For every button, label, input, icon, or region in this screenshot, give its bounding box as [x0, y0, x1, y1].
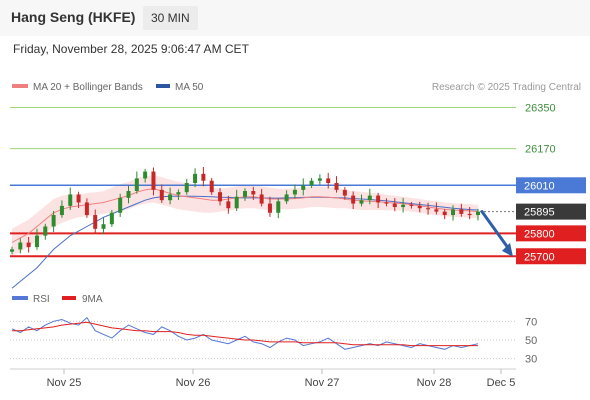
candle-body	[68, 194, 73, 206]
rsi-tick-label: 70	[525, 316, 537, 328]
candle-body	[26, 242, 31, 248]
candle-body	[326, 178, 331, 183]
candle-body	[218, 192, 223, 202]
candle-body	[276, 201, 281, 213]
candle-body	[476, 211, 480, 216]
candle-body	[84, 202, 89, 216]
timeframe-selector[interactable]: 30 MIN	[143, 6, 198, 30]
candle-body	[143, 171, 148, 179]
rsi-tick-label: 30	[525, 354, 537, 366]
level-label-26170: 26170	[525, 144, 556, 156]
candle-body	[459, 209, 464, 214]
candle-body	[451, 209, 456, 216]
ma50-legend-label: MA 50	[175, 82, 204, 93]
ma20-legend-label: MA 20 + Bollinger Bands	[33, 82, 143, 93]
rsi-legend-swatch	[12, 296, 28, 300]
x-tick-label: Nov 27	[305, 377, 340, 389]
candle-body	[309, 180, 314, 186]
timestamp: Friday, November 28, 2025 9:06:47 AM CET	[13, 42, 249, 56]
x-tick-label: Nov 26	[176, 377, 211, 389]
candle-body	[234, 196, 239, 209]
rsi-tick-label: 50	[525, 335, 537, 347]
candle-body	[101, 224, 106, 229]
candle-body	[434, 209, 439, 212]
candle-body	[409, 204, 414, 206]
candle-body	[209, 180, 214, 193]
candle-body	[93, 215, 98, 229]
rsi-ma-line	[12, 321, 478, 347]
level-label-25800: 25800	[524, 228, 555, 240]
candle-body	[267, 203, 272, 213]
ma20-legend-swatch	[12, 84, 28, 88]
candle-body	[467, 213, 472, 216]
candle-body	[392, 203, 397, 208]
candle-body	[18, 242, 23, 250]
candle-body	[284, 194, 289, 202]
candle-body	[442, 211, 447, 216]
candle-body	[251, 191, 256, 195]
candle-body	[151, 171, 156, 190]
candle-body	[426, 208, 431, 210]
candle-body	[168, 194, 173, 201]
rsi-pane: 70 50 30	[10, 316, 537, 366]
rsi-legend-label: RSI	[33, 294, 50, 305]
candle-body	[10, 249, 14, 252]
level-tag-26010	[516, 177, 586, 194]
level-label-25895: 25895	[524, 207, 555, 219]
candle-body	[76, 194, 81, 203]
candle-body	[359, 200, 364, 204]
candle-body	[243, 191, 247, 197]
instrument-title: Hang Seng (HKFE)	[11, 9, 136, 25]
candle-body	[109, 212, 114, 225]
candle-body	[118, 197, 123, 213]
candle-body	[201, 173, 206, 181]
candle-body	[176, 192, 181, 195]
time-axis: Nov 25 Nov 26 Nov 27 Nov 28 Dec 5	[47, 369, 516, 389]
candle-body	[184, 183, 189, 193]
header-bar	[0, 0, 590, 36]
bollinger-band	[12, 175, 478, 257]
candle-body	[351, 195, 356, 204]
x-tick-label: Dec 5	[487, 377, 516, 389]
level-tag-25895	[516, 203, 586, 220]
level-label-26010: 26010	[524, 180, 555, 192]
rsi-ma-legend-swatch	[62, 296, 76, 300]
candle-body	[334, 183, 339, 190]
candle-body	[317, 178, 322, 181]
candle-body	[376, 195, 381, 203]
candle-body	[59, 205, 64, 216]
level-label-25700: 25700	[524, 251, 555, 263]
candles	[10, 166, 480, 255]
x-tick-label: Nov 25	[47, 377, 82, 389]
forecast-arrow-shaft	[480, 210, 510, 250]
candle-body	[384, 202, 389, 204]
candle-body	[401, 204, 406, 208]
x-tick-label: Nov 28	[417, 377, 452, 389]
level-tag-25800	[516, 225, 586, 242]
candle-body	[193, 173, 198, 183]
rsi-ma-legend-label: 9MA	[82, 294, 103, 305]
level-label-26350: 26350	[525, 102, 556, 114]
candle-body	[367, 195, 372, 201]
candle-body	[51, 215, 56, 227]
level-tag-25700	[516, 248, 586, 265]
candle-body	[34, 235, 39, 248]
candle-body	[226, 201, 231, 209]
candle-body	[417, 205, 422, 209]
candle-body	[159, 189, 164, 201]
ma50-legend-swatch	[156, 84, 170, 88]
candle-body	[126, 191, 131, 198]
candle-body	[342, 189, 347, 196]
credit-text: Research © 2025 Trading Central	[432, 82, 581, 93]
candle-body	[43, 226, 48, 236]
candle-body	[301, 185, 306, 190]
candle-body	[259, 194, 264, 204]
forecast-arrow-head	[502, 242, 513, 257]
price-pane: 26350 26170 26010 25895 25800 25700	[10, 102, 586, 289]
candle-body	[134, 178, 139, 192]
candle-body	[292, 189, 297, 195]
